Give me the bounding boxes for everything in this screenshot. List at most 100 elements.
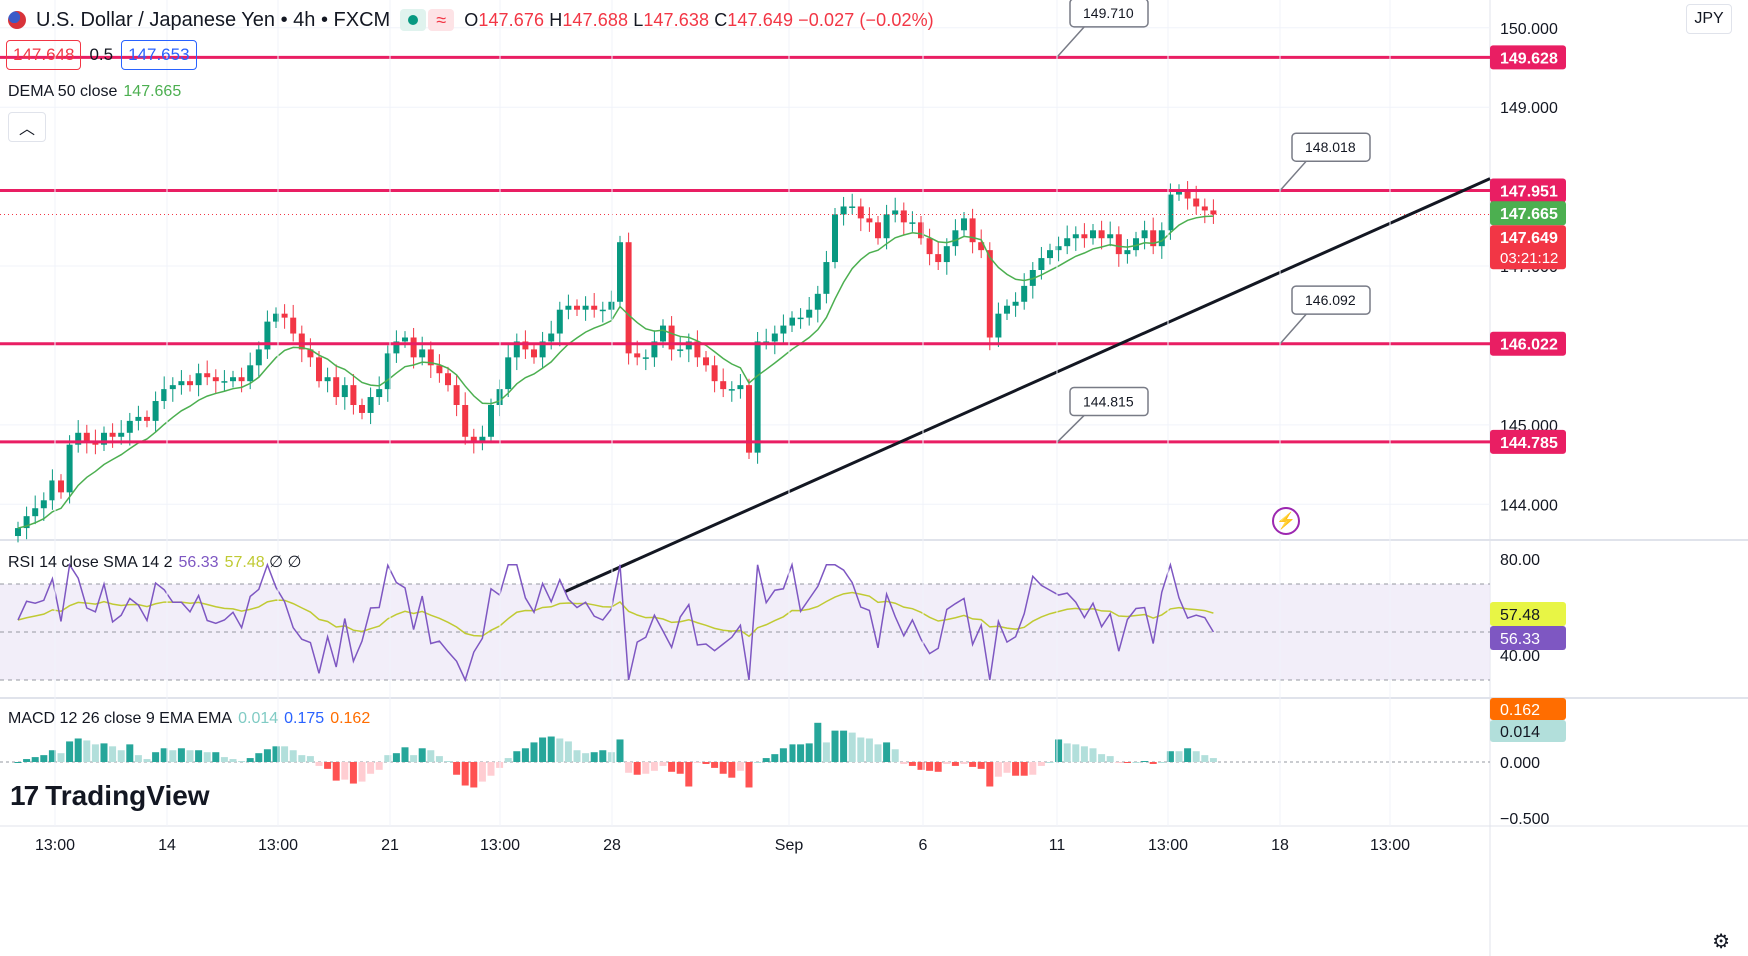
macd-bar bbox=[1123, 762, 1131, 763]
candle-body bbox=[410, 337, 417, 358]
level-price-label: 147.951 bbox=[1500, 184, 1558, 201]
candle-body bbox=[1176, 190, 1182, 195]
rsi-extra: ∅ ∅ bbox=[269, 554, 302, 571]
level-price-label: 149.628 bbox=[1500, 50, 1558, 67]
macd-bar bbox=[177, 748, 185, 762]
time-tick-label: 21 bbox=[381, 837, 399, 854]
macd-bar bbox=[1089, 748, 1097, 762]
candle-body bbox=[754, 341, 761, 453]
candle-body bbox=[1098, 230, 1105, 239]
tradingview-mark-icon: 17 bbox=[10, 780, 39, 811]
rsi-value: 56.33 bbox=[178, 554, 219, 571]
callout-label: 144.815 bbox=[1083, 394, 1134, 410]
macd-bar bbox=[349, 762, 357, 784]
macd-bar bbox=[246, 758, 254, 762]
macd-bar bbox=[298, 755, 306, 762]
macd-bar bbox=[1098, 754, 1106, 762]
candle-body bbox=[66, 444, 73, 493]
candle-body bbox=[849, 206, 856, 208]
candle-body bbox=[1072, 234, 1079, 239]
candle-body bbox=[900, 210, 907, 223]
candle-body bbox=[505, 357, 512, 390]
macd-bar bbox=[100, 743, 108, 762]
macd-bar bbox=[341, 762, 349, 780]
candle-body bbox=[75, 432, 82, 445]
macd-bar bbox=[926, 762, 934, 771]
macd-bar bbox=[1012, 762, 1020, 776]
rsi-label: RSI 14 close SMA 14 2 bbox=[8, 554, 173, 571]
buy-button[interactable]: 147.653 bbox=[121, 40, 197, 70]
macd-bar bbox=[31, 757, 39, 762]
macd-bar bbox=[900, 762, 908, 764]
candle-body bbox=[1012, 301, 1019, 306]
level-price-badge bbox=[1490, 45, 1566, 70]
candle-body bbox=[978, 242, 985, 251]
candle-body bbox=[909, 222, 916, 224]
rsi-sma-line bbox=[17, 591, 1214, 638]
data-delay-icon[interactable]: ≈ bbox=[428, 9, 455, 31]
candle-body bbox=[703, 357, 709, 366]
candle-body bbox=[376, 389, 383, 398]
candle-body bbox=[969, 218, 976, 243]
macd-bar bbox=[220, 757, 228, 762]
macd-bar bbox=[745, 762, 753, 788]
macd-bar bbox=[1158, 762, 1166, 763]
macd-tick-label: 0.000 bbox=[1500, 755, 1540, 772]
macd-bar bbox=[14, 762, 22, 763]
symbol-title[interactable]: U.S. Dollar / Japanese Yen • 4h • FXCM bbox=[36, 8, 391, 31]
interval-label[interactable]: 4h bbox=[293, 8, 316, 31]
candle-body bbox=[247, 365, 254, 382]
symbol-name[interactable]: U.S. Dollar / Japanese Yen bbox=[36, 8, 276, 31]
macd-bar bbox=[478, 762, 486, 782]
dema-value: 147.665 bbox=[123, 83, 182, 100]
macd-bar bbox=[1020, 762, 1028, 776]
macd-bar bbox=[521, 748, 529, 762]
sell-button[interactable]: 147.648 bbox=[6, 40, 82, 70]
dema-label: DEMA 50 close bbox=[8, 83, 118, 100]
candle-body bbox=[1210, 210, 1217, 215]
candle-body bbox=[711, 365, 718, 382]
candle-body bbox=[126, 420, 133, 433]
candle-body bbox=[1133, 238, 1139, 251]
macd-bar bbox=[134, 755, 142, 762]
collapse-legend-button[interactable]: ︿ bbox=[8, 112, 46, 142]
candle-body bbox=[1038, 258, 1045, 270]
candle-body bbox=[522, 341, 529, 350]
market-open-icon[interactable] bbox=[400, 9, 427, 31]
macd-bar bbox=[607, 752, 615, 762]
open-label: O bbox=[464, 9, 479, 30]
macd-bar bbox=[960, 762, 968, 764]
candle-body bbox=[789, 317, 795, 326]
time-tick-label: 6 bbox=[919, 837, 928, 854]
currency-selector[interactable]: JPY bbox=[1686, 4, 1732, 34]
candle-body bbox=[943, 246, 950, 263]
macd-histogram bbox=[14, 722, 1217, 788]
macd-bar bbox=[702, 762, 710, 764]
candle-body bbox=[1184, 190, 1191, 199]
rsi-legend[interactable]: RSI 14 close SMA 14 2 56.33 57.48 ∅ ∅ bbox=[8, 552, 301, 572]
candle-body bbox=[780, 325, 787, 334]
candle-body bbox=[1124, 250, 1131, 255]
candle-body bbox=[221, 381, 228, 383]
macd-tick-label: −0.500 bbox=[1500, 811, 1549, 828]
candle-body bbox=[668, 325, 675, 350]
settings-gear-icon[interactable]: ⚙ bbox=[1712, 931, 1730, 953]
lightning-icon[interactable]: ⚡ bbox=[1272, 507, 1300, 535]
candle-body bbox=[49, 480, 56, 501]
macd-bar bbox=[461, 762, 469, 786]
macd-bar bbox=[874, 744, 882, 762]
macd-legend[interactable]: MACD 12 26 close 9 EMA EMA 0.014 0.175 0.16… bbox=[8, 710, 370, 728]
macd-bar bbox=[23, 759, 31, 762]
macd-bar bbox=[676, 762, 684, 774]
rsi-sma-badge bbox=[1490, 602, 1566, 627]
tradingview-logo[interactable]: 17 TradingView bbox=[10, 780, 210, 812]
candle-body bbox=[1201, 206, 1208, 211]
macd-bar bbox=[1115, 762, 1123, 763]
dema-legend[interactable]: DEMA 50 close 147.665 bbox=[8, 83, 181, 101]
candle-body bbox=[298, 333, 305, 350]
callout-box bbox=[1069, 386, 1149, 417]
last-price-badge bbox=[1490, 225, 1566, 270]
candle-body bbox=[771, 333, 778, 342]
macd-bar bbox=[1141, 761, 1149, 762]
